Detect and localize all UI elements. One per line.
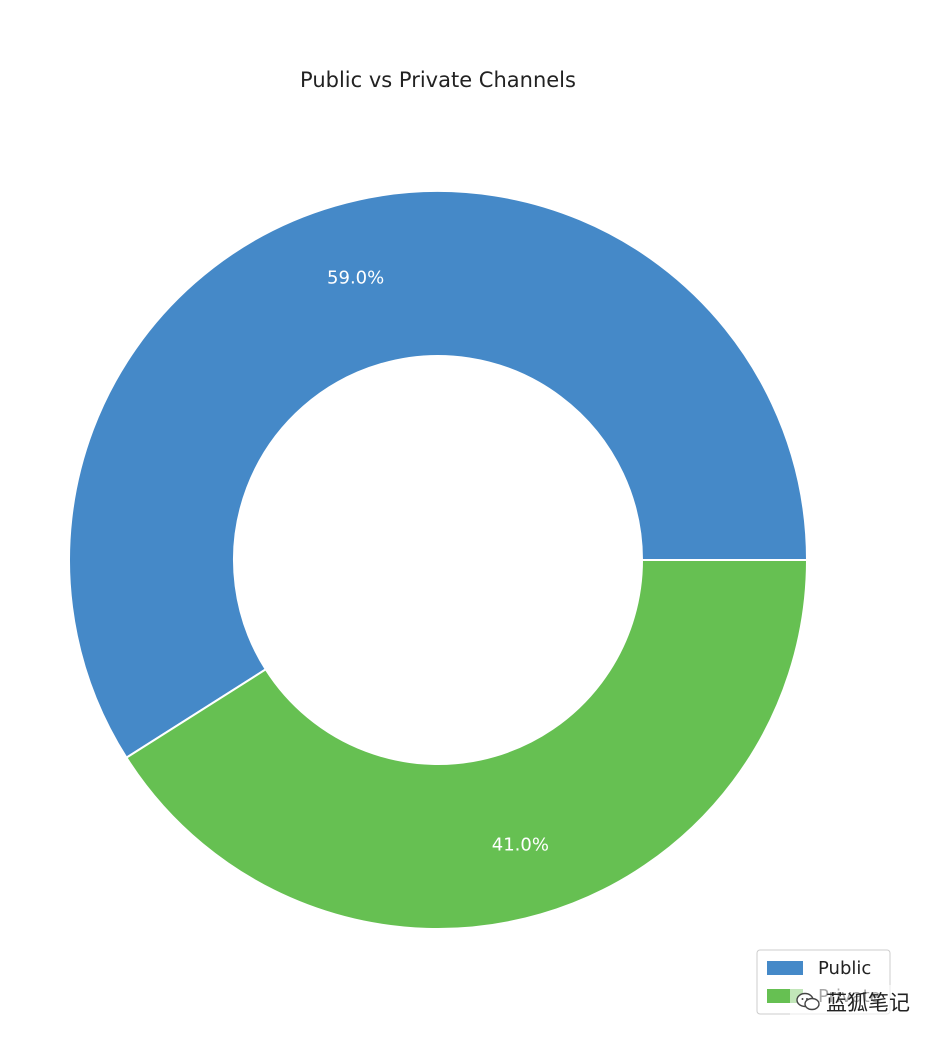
watermark-text: 蓝狐笔记 xyxy=(826,991,910,1015)
watermark: 蓝狐笔记 xyxy=(790,985,916,1019)
slice-private xyxy=(125,559,809,930)
legend-swatch-public xyxy=(767,961,803,975)
chart-title: Public vs Private Channels xyxy=(300,68,576,92)
slice-label-private: 41.0% xyxy=(492,834,549,855)
wechat-icon xyxy=(796,992,820,1011)
slice-labels: 59.0% 41.0% xyxy=(327,268,549,856)
slice-label-public: 59.0% xyxy=(327,268,384,289)
donut-slices xyxy=(68,190,809,930)
slice-public xyxy=(68,190,809,760)
legend-label-public: Public xyxy=(818,958,871,979)
